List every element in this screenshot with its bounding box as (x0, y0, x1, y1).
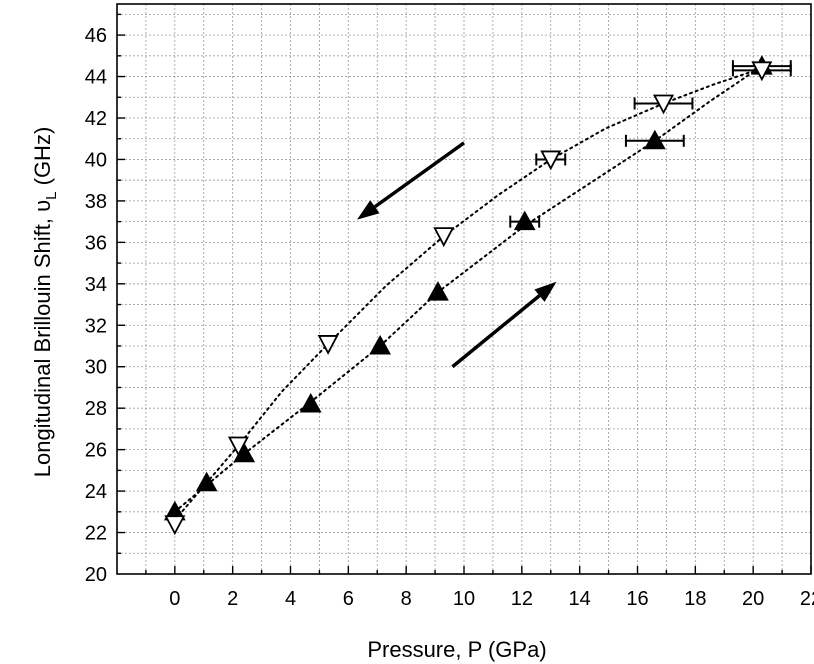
x-tick-label: 14 (569, 588, 591, 610)
y-tick-label: 34 (85, 274, 107, 296)
y-tick-label: 30 (85, 357, 107, 379)
x-tick-label: 6 (343, 588, 354, 610)
x-tick-label: 18 (684, 588, 706, 610)
marker-open-triangle (653, 94, 675, 115)
x-tick-label: 12 (511, 588, 533, 610)
y-tick-label: 36 (85, 232, 107, 254)
fit-curve (173, 65, 763, 513)
y-tick-label: 46 (85, 25, 107, 47)
y-tick-label: 24 (85, 481, 107, 503)
data-markers (163, 55, 792, 536)
marker-open-triangle (433, 227, 455, 248)
marker-open-triangle (164, 515, 186, 536)
y-tick-label: 22 (85, 523, 107, 545)
y-tick-label: 40 (85, 149, 107, 171)
x-tick-label: 4 (285, 588, 296, 610)
x-tick-labels: 0 2 4 6 8 10 12 14 16 18 20 22 (169, 588, 814, 610)
marker-filled-triangle (427, 281, 449, 301)
y-tick-label: 28 (85, 398, 107, 420)
x-tick-label: 2 (227, 588, 238, 610)
marker-filled-triangle (369, 334, 391, 355)
y-tick-label: 42 (85, 108, 107, 130)
y-tick-label: 44 (85, 67, 107, 89)
marker-open-triangle (540, 150, 562, 171)
grid (117, 4, 811, 574)
y-tick-labels: 20 22 24 26 28 30 32 34 36 38 40 42 44 46 (85, 25, 107, 586)
arrows (357, 141, 557, 369)
marker-open-triangle (317, 335, 339, 355)
marker-filled-triangle (299, 393, 322, 413)
x-tick-label: 0 (169, 588, 180, 610)
arrow-head (357, 200, 380, 220)
arrow-head (534, 281, 557, 302)
fit-curves (173, 65, 763, 522)
y-tick-label: 38 (85, 191, 107, 213)
arrow-shaft (373, 141, 466, 209)
y-tick-label: 26 (85, 440, 107, 462)
x-axis-title: Pressure, P (GPa) (367, 637, 546, 662)
fit-curve (173, 67, 763, 522)
x-tick-label: 20 (742, 588, 764, 610)
x-tick-label: 10 (453, 588, 475, 610)
marker-open-triangle (227, 436, 249, 457)
y-axis-title-unit: (GHz) (30, 127, 55, 192)
marker-open-triangle (751, 61, 773, 82)
x-tick-label: 16 (626, 588, 648, 610)
axis-ticks (117, 13, 812, 574)
marker-filled-triangle (195, 471, 218, 492)
y-axis-title: Longitudinal Brillouin Shift, υL (GHz) (30, 127, 60, 478)
arrow-shaft (451, 294, 541, 369)
y-tick-label: 20 (85, 564, 107, 586)
marker-filled-triangle (644, 129, 666, 150)
x-tick-label: 8 (401, 588, 412, 610)
x-tick-label: 22 (800, 588, 814, 610)
y-axis-title-main: Longitudinal Brillouin Shift, υ (30, 200, 55, 477)
y-tick-label: 32 (85, 315, 107, 337)
y-axis-title-subscript: L (43, 192, 60, 200)
marker-filled-triangle (513, 210, 536, 231)
